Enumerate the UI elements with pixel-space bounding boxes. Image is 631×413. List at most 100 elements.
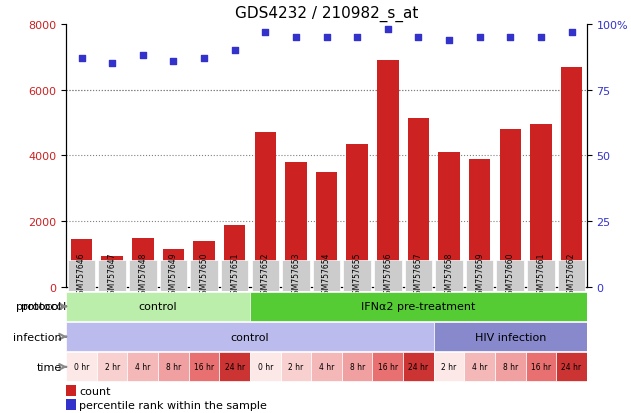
FancyBboxPatch shape [464,352,495,382]
Bar [102,256,123,287]
Text: GSM757646: GSM757646 [77,252,86,299]
Text: GSM757657: GSM757657 [414,252,423,299]
Bar [254,133,276,287]
Text: 8 hr: 8 hr [350,363,365,371]
FancyBboxPatch shape [526,352,556,382]
FancyBboxPatch shape [404,260,432,291]
Text: GSM757655: GSM757655 [353,252,362,299]
Bar [346,145,368,287]
Bar [224,225,245,287]
Text: 16 hr: 16 hr [194,363,214,371]
FancyBboxPatch shape [556,352,587,382]
Text: protocol: protocol [16,301,62,312]
FancyBboxPatch shape [191,260,218,291]
Text: GSM757654: GSM757654 [322,252,331,299]
FancyBboxPatch shape [250,292,587,321]
Point [291,35,301,41]
Text: 24 hr: 24 hr [408,363,428,371]
Point [475,35,485,41]
Point [230,48,240,55]
FancyBboxPatch shape [466,260,493,291]
Text: 4 hr: 4 hr [319,363,334,371]
Point [260,29,270,36]
Text: GSM757658: GSM757658 [444,252,454,299]
Text: GSM757650: GSM757650 [199,252,209,299]
Text: 16 hr: 16 hr [378,363,398,371]
Point [168,58,179,65]
FancyBboxPatch shape [281,352,311,382]
Text: GSM757660: GSM757660 [506,252,515,299]
Bar [316,173,337,287]
FancyBboxPatch shape [97,352,127,382]
FancyBboxPatch shape [252,260,279,291]
Bar [439,153,460,287]
FancyBboxPatch shape [98,260,126,291]
FancyBboxPatch shape [66,352,97,382]
FancyBboxPatch shape [282,260,310,291]
Bar [66,385,76,396]
FancyBboxPatch shape [435,260,463,291]
Point [444,37,454,44]
Text: GSM757653: GSM757653 [292,252,300,299]
Point [321,35,332,41]
Text: 2 hr: 2 hr [442,363,457,371]
Text: GSM757652: GSM757652 [261,252,270,299]
FancyBboxPatch shape [374,260,401,291]
Text: 2 hr: 2 hr [105,363,120,371]
Text: GSM757656: GSM757656 [383,252,392,299]
FancyBboxPatch shape [433,352,464,382]
Text: protocol: protocol [21,301,66,312]
FancyBboxPatch shape [342,352,372,382]
Text: time: time [37,362,62,372]
Bar [408,119,429,287]
Text: count: count [80,386,111,396]
Title: GDS4232 / 210982_s_at: GDS4232 / 210982_s_at [235,6,418,22]
Text: 4 hr: 4 hr [135,363,151,371]
FancyBboxPatch shape [497,260,524,291]
Bar [285,163,307,287]
FancyBboxPatch shape [66,292,250,321]
Text: GSM757648: GSM757648 [138,252,147,299]
Text: 0 hr: 0 hr [74,363,89,371]
Bar [71,240,92,287]
FancyBboxPatch shape [311,352,342,382]
Point [413,35,423,41]
Text: GSM757661: GSM757661 [536,252,545,299]
Text: control: control [231,332,269,342]
Bar [377,61,399,287]
Bar [469,159,490,287]
FancyBboxPatch shape [527,260,555,291]
FancyBboxPatch shape [433,322,587,351]
FancyBboxPatch shape [189,352,220,382]
Point [383,27,393,33]
Text: infection: infection [13,332,62,342]
Text: 8 hr: 8 hr [503,363,518,371]
Text: GSM757649: GSM757649 [169,252,178,299]
FancyBboxPatch shape [558,260,586,291]
Text: percentile rank within the sample: percentile rank within the sample [80,400,267,410]
Text: GSM757662: GSM757662 [567,252,576,299]
Point [107,61,117,67]
Point [138,53,148,59]
FancyBboxPatch shape [220,352,250,382]
FancyBboxPatch shape [158,352,189,382]
Text: IFNα2 pre-treatment: IFNα2 pre-treatment [361,301,476,312]
Text: GSM757659: GSM757659 [475,252,484,299]
Text: 16 hr: 16 hr [531,363,551,371]
Point [505,35,516,41]
FancyBboxPatch shape [66,322,433,351]
Point [567,29,577,36]
Text: 0 hr: 0 hr [257,363,273,371]
Point [536,35,546,41]
FancyBboxPatch shape [313,260,340,291]
Point [352,35,362,41]
Bar [132,238,153,287]
FancyBboxPatch shape [403,352,433,382]
Text: HIV infection: HIV infection [475,332,546,342]
Bar [530,125,551,287]
FancyBboxPatch shape [160,260,187,291]
Bar [500,130,521,287]
Text: 24 hr: 24 hr [562,363,582,371]
Text: GSM757651: GSM757651 [230,252,239,299]
FancyBboxPatch shape [372,352,403,382]
